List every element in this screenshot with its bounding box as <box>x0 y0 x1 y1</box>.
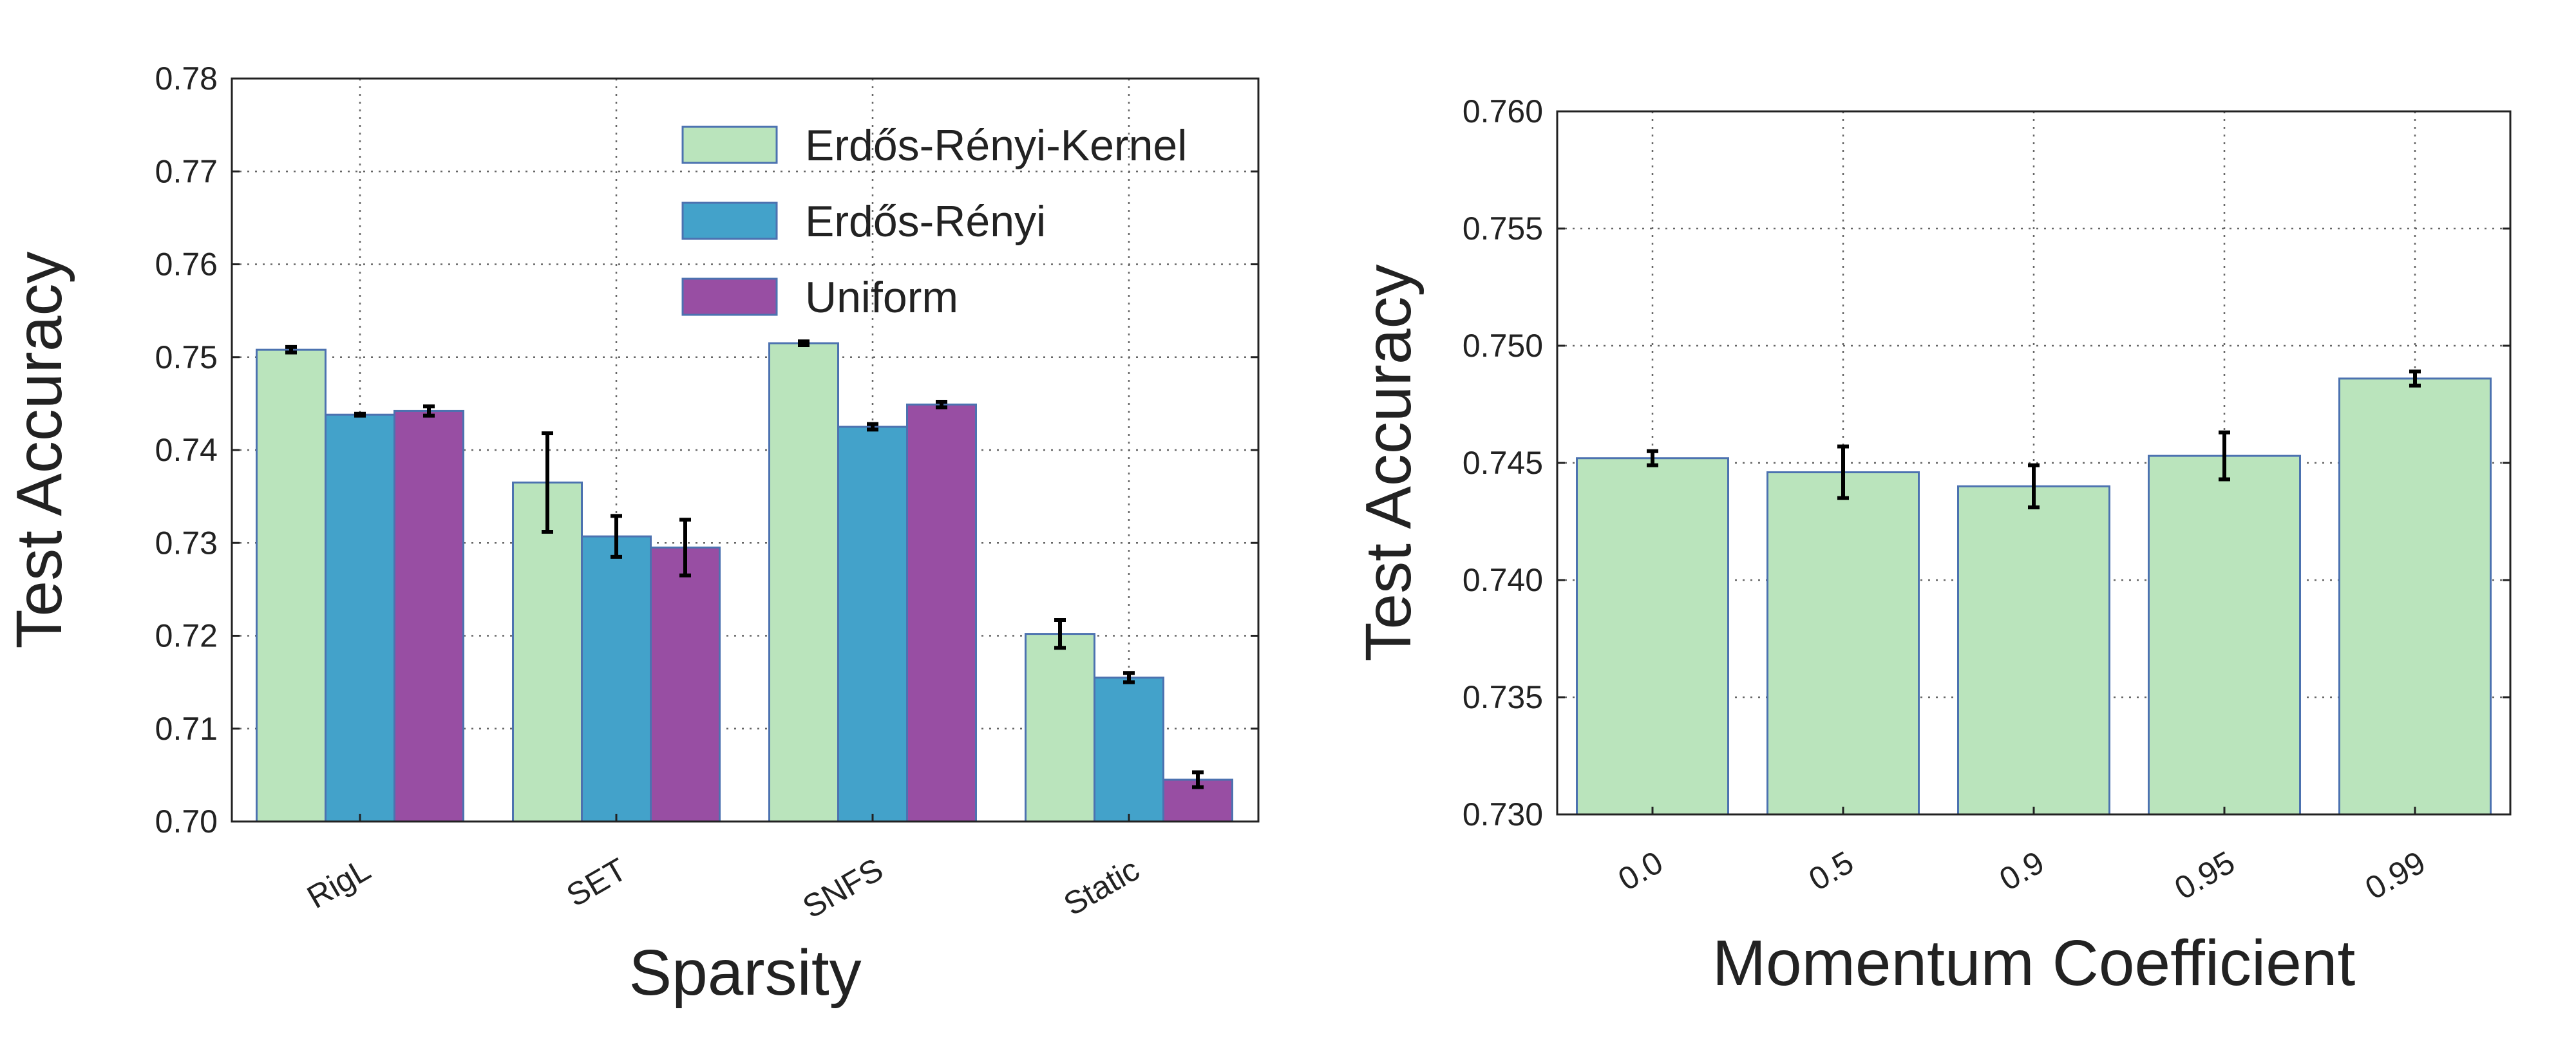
bar <box>325 413 395 823</box>
y-tick-label: 0.755 <box>1463 211 1543 247</box>
error-bar <box>936 399 947 409</box>
x-tick-label: 0.9 <box>1993 844 2050 897</box>
y-axis-label: Test Accuracy <box>3 252 75 649</box>
bar <box>581 535 652 823</box>
x-tick-label: 0.5 <box>1803 844 1859 897</box>
legend-label: Uniform <box>805 273 958 322</box>
x-tick-label: RigL <box>301 851 376 915</box>
y-tick-label: 0.75 <box>155 339 218 375</box>
chart-1: 0.70 0.71 0.72 0.73 0.74 0.75 0.76 0.77 0.78 RigL… <box>3 61 1260 1009</box>
error-bar <box>1647 449 1658 467</box>
chart-2: 0.730 0.735 0.740 0.745 0.750 0.755 0.760 0.0 0.… <box>1352 93 2512 999</box>
error-bar <box>1837 444 1849 500</box>
bar <box>256 348 327 823</box>
error-bar <box>2028 463 2040 510</box>
y-tick-label: 0.730 <box>1463 796 1543 832</box>
y-tick-label: 0.77 <box>155 153 218 189</box>
y-tick-label: 0.72 <box>155 618 218 654</box>
bar <box>1094 676 1164 823</box>
bar <box>512 481 583 823</box>
error-bar <box>423 404 435 418</box>
legend: Erdős-Rényi-Kernel Erdős-Rényi Uniform <box>681 121 1187 322</box>
error-bar <box>2219 430 2230 482</box>
bar <box>768 342 839 823</box>
error-bar <box>798 339 810 347</box>
y-tick-label: 0.74 <box>155 432 218 468</box>
x-tick-label: Static <box>1057 851 1145 923</box>
legend-swatch <box>681 202 778 240</box>
bar <box>2338 377 2492 816</box>
legend-swatch <box>681 126 778 164</box>
x-tick-label: 0.0 <box>1612 844 1669 897</box>
bar <box>837 426 908 823</box>
legend-item: Uniform <box>681 273 958 322</box>
y-tick-label: 0.740 <box>1463 562 1543 598</box>
bar <box>1766 471 1920 816</box>
bar <box>393 409 464 823</box>
legend-swatch <box>681 277 778 316</box>
error-bar <box>679 518 691 577</box>
y-tick-label: 0.78 <box>155 61 218 97</box>
x-axis-label: Momentum Coefficient <box>1712 927 2356 999</box>
y-tick-label: 0.71 <box>155 711 218 747</box>
legend-item: Erdős-Rényi-Kernel <box>681 121 1187 170</box>
x-tick-label: 0.99 <box>2359 844 2431 906</box>
error-bar <box>867 422 878 432</box>
plot-frame <box>231 77 1260 823</box>
y-tick-label: 0.73 <box>155 525 218 561</box>
y-tick-label: 0.735 <box>1463 679 1543 715</box>
bar <box>1025 633 1095 823</box>
y-tick-label: 0.70 <box>155 803 218 840</box>
error-bar <box>611 514 622 559</box>
error-bar <box>1192 770 1204 789</box>
error-bar <box>2409 370 2421 388</box>
y-tick-label: 0.750 <box>1463 328 1543 364</box>
error-bar <box>354 411 366 418</box>
y-tick-label: 0.745 <box>1463 445 1543 481</box>
error-bar <box>542 431 553 534</box>
x-tick-label: SET <box>560 851 632 914</box>
error-bar <box>1054 617 1066 650</box>
x-tick-label: SNFS <box>797 851 889 925</box>
bar <box>2148 455 2301 816</box>
y-axis-label: Test Accuracy <box>1352 265 1425 662</box>
legend-label: Erdős-Rényi-Kernel <box>805 121 1187 170</box>
bar <box>906 403 977 823</box>
bar <box>1576 457 1729 816</box>
error-bar <box>285 344 297 355</box>
bar <box>650 546 721 823</box>
bar <box>1957 485 2110 816</box>
error-bar <box>1123 671 1135 684</box>
y-tick-label: 0.76 <box>155 247 218 283</box>
x-tick-label: 0.95 <box>2168 844 2240 906</box>
y-tick-label: 0.760 <box>1463 93 1543 129</box>
legend-item: Erdős-Rényi <box>681 197 1046 246</box>
x-axis-label: Sparsity <box>629 937 861 1009</box>
legend-label: Erdős-Rényi <box>805 197 1046 246</box>
